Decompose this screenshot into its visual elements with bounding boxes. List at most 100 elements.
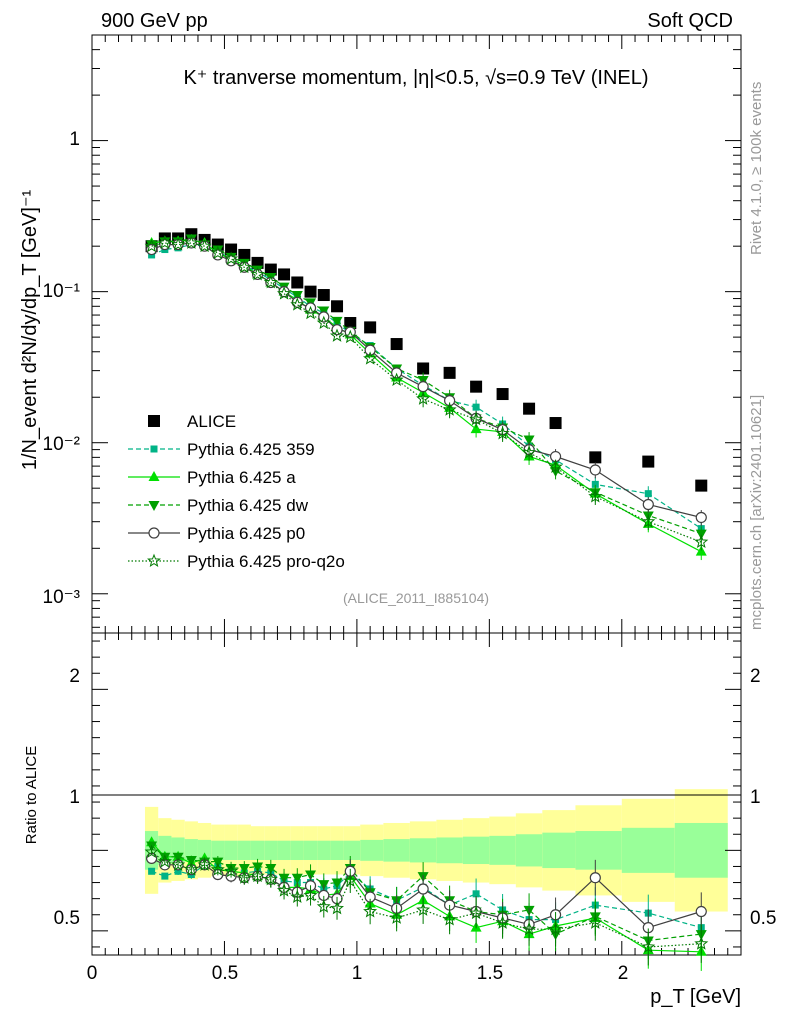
alice-data-point (317, 289, 330, 302)
ratio-point-q2o (144, 844, 159, 858)
ratio-band-inner (224, 840, 238, 861)
ratio-point-q2o (363, 904, 378, 918)
point-q2o (363, 351, 378, 365)
legend-label-dw: Pythia 6.425 dw (187, 496, 309, 515)
point-q2o (495, 426, 510, 440)
x-tick-label: 2 (618, 963, 629, 984)
point-q2o (343, 329, 358, 344)
ratio-point-359 (472, 890, 480, 898)
ratio-tick-label-right: 2 (750, 666, 761, 687)
ratio-band-inner (674, 822, 728, 878)
ratio-point-q2o (329, 900, 344, 915)
point-q2o (416, 391, 431, 405)
legend: ALICE Pythia 6.425 359 Pythia 6.425 a Py… (128, 412, 345, 571)
alice-data-point (589, 451, 602, 464)
ratio-point-q2o (548, 921, 563, 936)
ratio-band-inner (264, 840, 278, 861)
ratio-line-359 (151, 864, 702, 929)
point-p0 (417, 381, 429, 393)
point-q2o (277, 286, 292, 300)
ratio-series (144, 836, 709, 971)
ratio-point-dw (331, 878, 343, 889)
ratio-point-q2o (588, 915, 603, 929)
ratio-point-p0 (695, 905, 707, 918)
ratio-band-inner (436, 837, 463, 864)
point-p0 (642, 498, 654, 511)
alice-data-point (496, 388, 509, 401)
ratio-point-q2o (210, 862, 225, 876)
legend-marker-p0 (148, 527, 160, 539)
legend-marker-dw (148, 501, 160, 511)
ratio-band-inner (303, 840, 318, 861)
main-plot-frame (91, 34, 742, 634)
ratio-point-p0 (589, 872, 601, 884)
point-q2o (290, 297, 305, 311)
analysis-id: (ALICE_2011_I885104) (343, 590, 489, 606)
ratio-band-inner (621, 827, 675, 873)
ratio-point-q2o (157, 854, 172, 868)
ratio-point-q2o (290, 889, 305, 904)
ratio-band-inner (462, 836, 490, 865)
y-axis-label: 1/N_event d²N/dy/dp_T [GeV]⁻¹ (19, 190, 41, 471)
ratio-band-inner (383, 839, 410, 862)
ratio-point-359 (174, 867, 182, 875)
alice-data-point (344, 317, 357, 330)
point-q2o (237, 259, 252, 274)
ratio-point-p0 (417, 883, 429, 895)
alice-data-point (238, 248, 251, 261)
rivet-label: Rivet 4.1.0, ≥ 100k events (748, 82, 765, 255)
point-q2o (329, 328, 344, 342)
point-q2o (316, 315, 331, 330)
point-dw (291, 291, 303, 302)
ratio-point-q2o (694, 936, 709, 950)
ratio-point-dw (238, 864, 250, 875)
x-axis-label: p_T [GeV] (650, 986, 741, 1008)
ratio-band-inner (330, 840, 344, 861)
ratio-point-q2o (303, 888, 318, 902)
point-dw (523, 435, 535, 446)
ratio-point-q2o (343, 873, 358, 887)
ratio-y-axis-label: Ratio to ALICE (23, 746, 40, 844)
ratio-point-dw (305, 870, 317, 881)
ratio-point-q2o (171, 857, 186, 871)
point-a (470, 423, 482, 434)
ratio-band-inner (237, 840, 251, 861)
point-q2o (641, 514, 656, 528)
ratio-point-dw (265, 864, 277, 875)
alice-data-point (291, 276, 304, 289)
ratio-point-dw (291, 873, 303, 884)
ratio-band-inner (197, 839, 212, 861)
alice-data-point (549, 417, 562, 430)
point-p0 (695, 511, 707, 524)
x-tick-label: 0.5 (212, 963, 238, 984)
ratio-point-q2o (316, 899, 331, 913)
x-tick-label: 1 (352, 963, 363, 984)
ratio-band-inner (277, 840, 291, 861)
mcplots-label: mcplots.cern.ch [arXiv:2401.10621] (748, 395, 765, 630)
ratio-band-inner (489, 835, 516, 865)
ratio-band-inner (343, 840, 361, 861)
ratio-point-q2o (263, 871, 278, 886)
ratio-point-q2o (416, 902, 431, 916)
legend-marker-alice (148, 415, 160, 427)
ratio-point-q2o (389, 910, 404, 924)
point-q2o (171, 237, 186, 251)
alice-data-point (364, 321, 377, 334)
ratio-band-inner (575, 831, 622, 870)
ratio-band-inner (250, 840, 265, 861)
ratio-tick-label: 0.5 (54, 908, 80, 929)
point-p0 (589, 464, 601, 476)
legend-marker-q2o (147, 553, 161, 568)
ratio-tick-label: 1 (69, 787, 80, 808)
alice-data-point (523, 402, 536, 415)
ratio-point-q2o (224, 863, 239, 878)
point-359 (644, 490, 652, 498)
point-q2o (184, 235, 199, 249)
ratio-tick-label-right: 1 (750, 787, 761, 808)
ratio-point-q2o (442, 912, 457, 926)
point-q2o (694, 534, 709, 549)
point-q2o (263, 275, 278, 289)
ratio-point-q2o (469, 905, 484, 920)
ratio-plot-frame (91, 632, 742, 956)
